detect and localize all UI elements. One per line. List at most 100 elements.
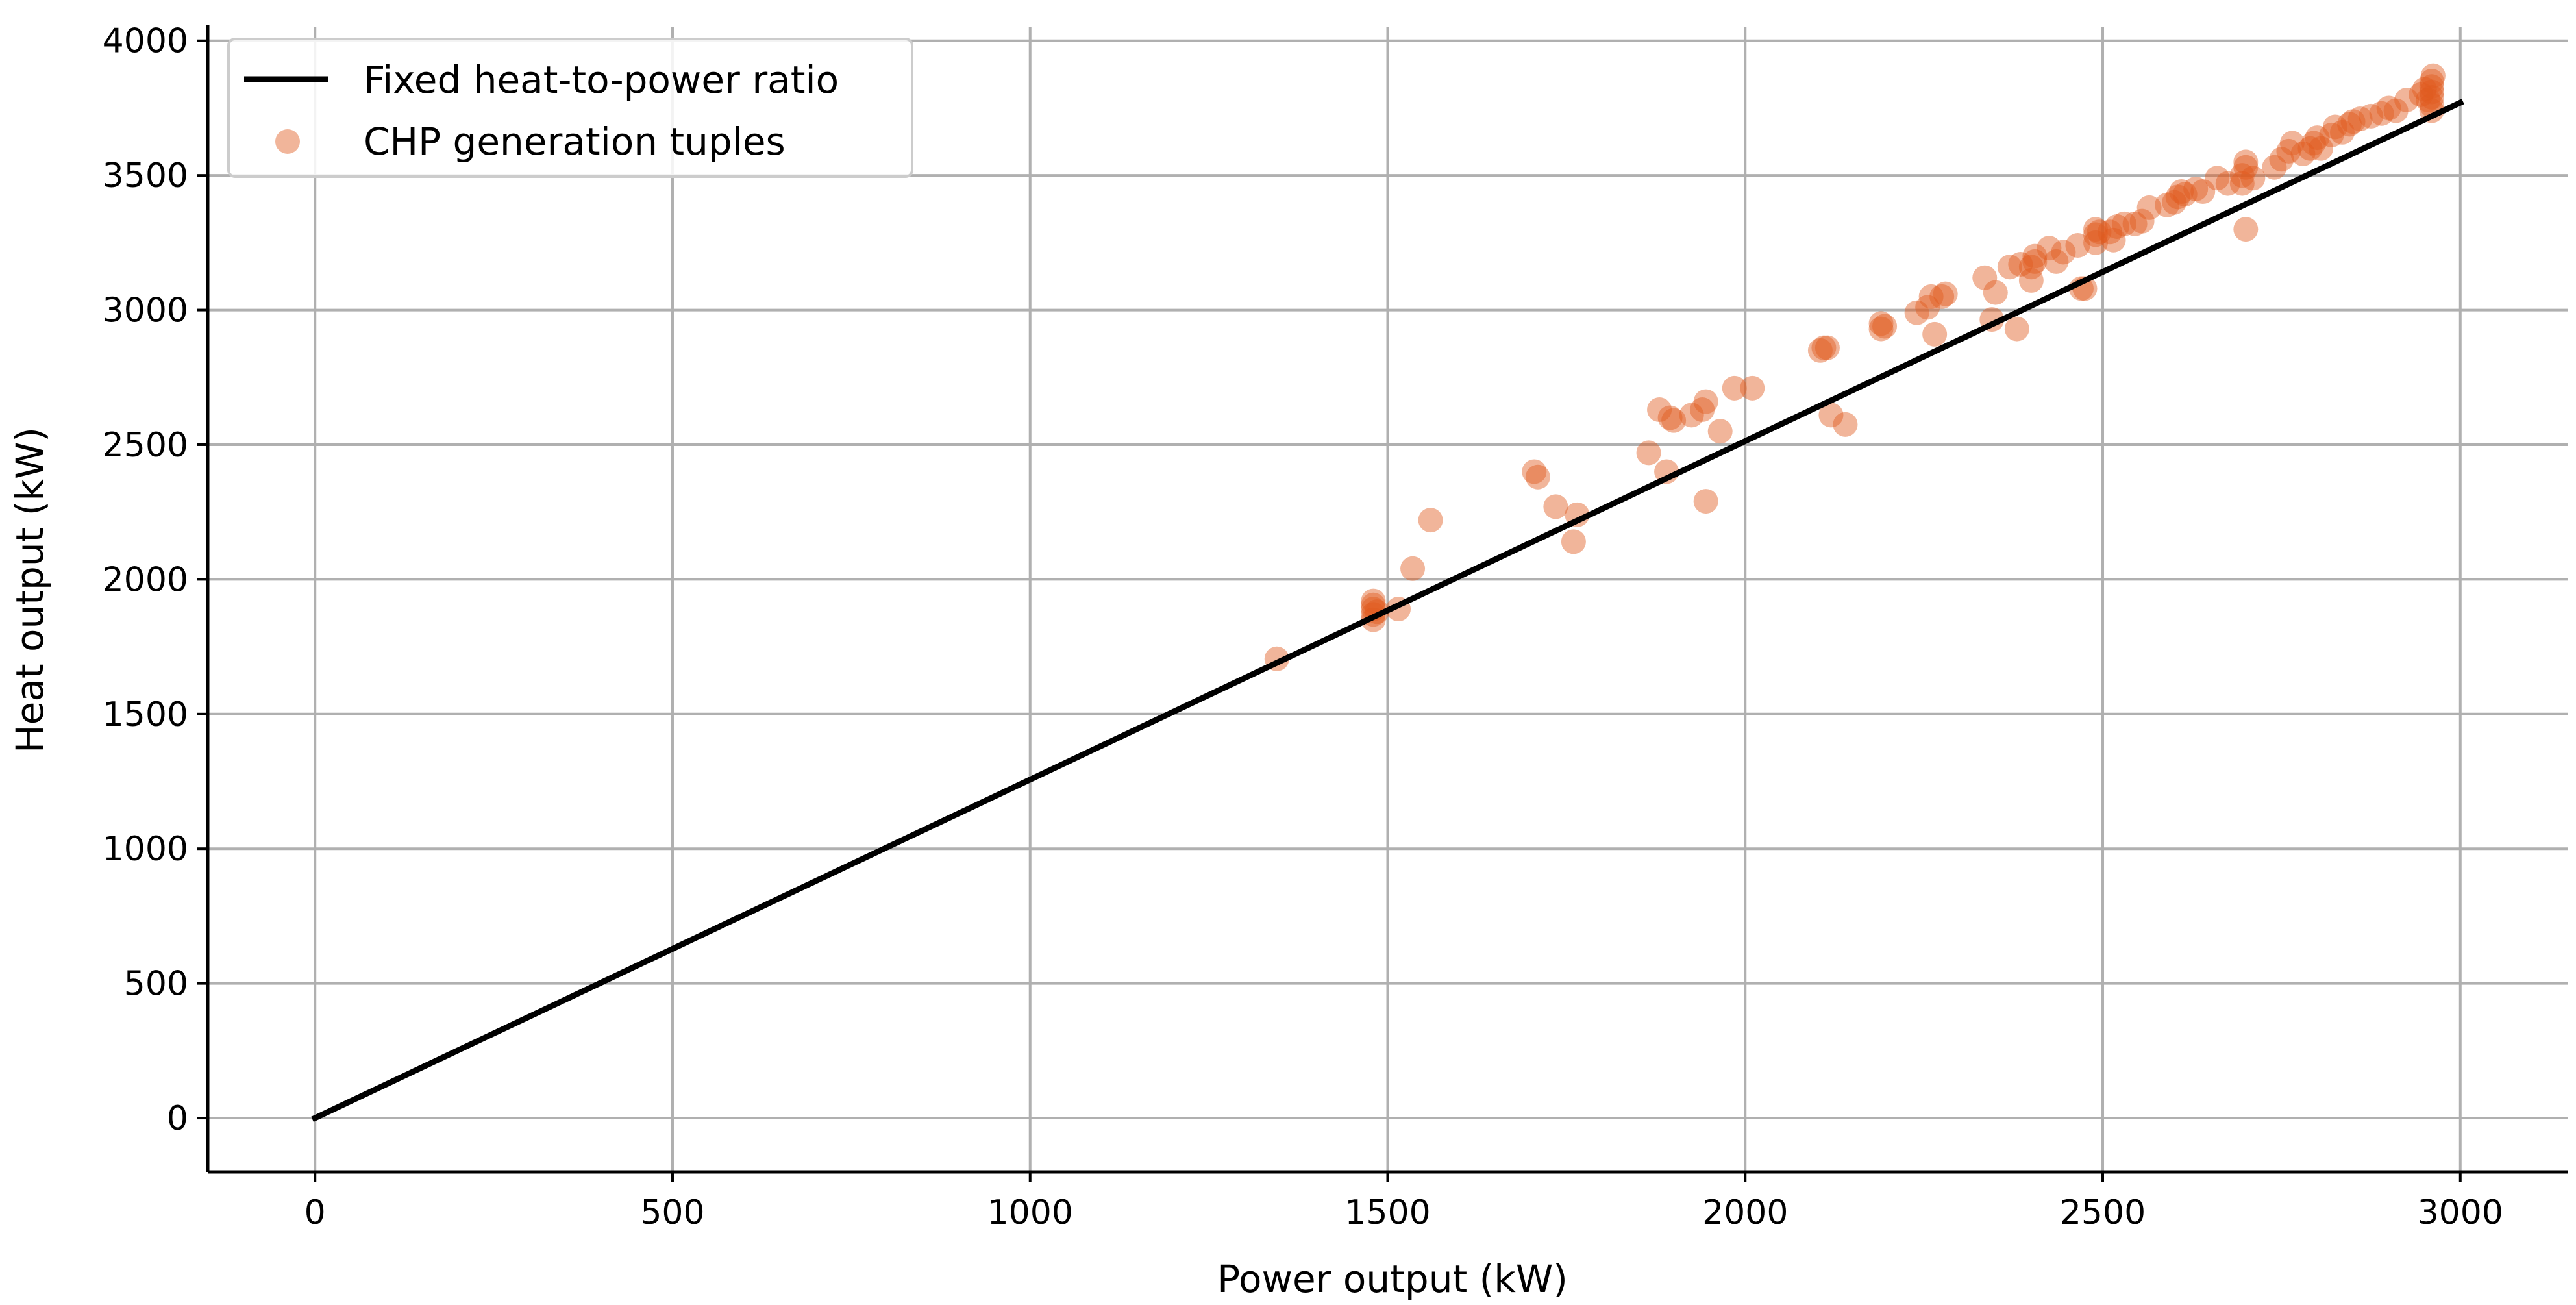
scatter-point — [1418, 508, 1443, 533]
scatter-point — [2233, 155, 2259, 180]
axes — [197, 25, 2568, 1182]
x-axis-title: Power output (kW) — [1217, 1257, 1568, 1301]
scatter-point — [1693, 489, 1718, 514]
scatter-point — [2229, 163, 2255, 188]
scatter-point — [2215, 171, 2240, 196]
x-tick-label: 0 — [304, 1193, 326, 1232]
scatter-point — [2190, 179, 2216, 205]
scatter-point — [1868, 316, 1894, 342]
scatter-point — [1722, 375, 1747, 401]
scatter-point — [1929, 284, 1955, 309]
scatter-point — [2416, 88, 2441, 113]
y-tick-label: 1500 — [103, 695, 188, 734]
y-tick-label: 3500 — [103, 156, 188, 195]
scatter-point — [1661, 408, 1687, 433]
legend: Fixed heat-to-power ratio CHP generation… — [227, 38, 913, 178]
scatter-point — [1972, 265, 1998, 290]
scatter-point — [2297, 136, 2323, 161]
scatter-point — [1868, 311, 1894, 336]
scatter-point — [2420, 63, 2446, 88]
scatter-point — [2305, 125, 2330, 151]
scatter-point — [2112, 211, 2137, 236]
scatter-point — [2022, 249, 2048, 274]
x-tick-label: 3000 — [2418, 1193, 2503, 1232]
y-tick-label: 3000 — [103, 292, 188, 330]
scatter-point — [1983, 280, 2008, 305]
scatter-point — [2044, 249, 2069, 274]
scatter-point — [2419, 79, 2444, 105]
scatter-point — [1636, 440, 1661, 466]
scatter-point — [2065, 233, 2090, 258]
scatter-point — [2165, 184, 2190, 210]
scatter-point — [2022, 243, 2048, 269]
line-series — [311, 99, 2464, 1123]
scatter-point — [2083, 217, 2108, 242]
scatter-point — [2155, 192, 2180, 218]
scatter-point — [2129, 208, 2155, 234]
scatter-point — [2419, 84, 2444, 110]
scatter-point — [1707, 419, 1733, 444]
scatter-point — [2394, 88, 2420, 113]
scatter-point — [2172, 182, 2198, 207]
scatter-point — [2308, 136, 2333, 161]
scatter-point — [1561, 529, 1586, 554]
scatter-point — [2419, 74, 2444, 99]
scatter-point — [2101, 227, 2126, 253]
y-tick-label: 500 — [124, 965, 188, 1004]
scatter-point — [2323, 114, 2348, 140]
legend-frame — [227, 38, 913, 178]
scatter-point — [2276, 138, 2301, 164]
scatter-point — [2301, 130, 2326, 156]
scatter-point — [1922, 321, 1948, 347]
scatter-point — [2262, 155, 2287, 180]
scatter-point — [1525, 464, 1550, 490]
scatter-point — [1933, 281, 1958, 306]
scatter-point — [2169, 179, 2194, 205]
scatter-point — [1807, 338, 1833, 363]
x-tick-label: 1500 — [1344, 1193, 1430, 1232]
tick-labels: 0 500 1000 1500 2000 2500 3000 0 500 1000 1500 2000… — [103, 22, 2503, 1232]
y-tick-label: 4000 — [103, 22, 188, 61]
scatter-point — [2183, 176, 2209, 201]
scatter-point — [2233, 149, 2259, 175]
scatter-point — [2330, 119, 2355, 145]
scatter-point — [1997, 255, 2022, 280]
scatter-point — [1543, 494, 1568, 519]
scatter-series — [1264, 63, 2446, 671]
scatter-point — [1740, 375, 1765, 401]
scatter-point — [2359, 103, 2384, 129]
scatter-point — [1872, 314, 1898, 339]
scatter-point — [2369, 101, 2394, 126]
scatter-point — [2018, 267, 2044, 293]
scatter-point — [2409, 82, 2434, 107]
y-tick-label: 2000 — [103, 560, 188, 599]
y-tick-label: 1000 — [103, 830, 188, 869]
scatter-point — [1400, 556, 1426, 581]
scatter-point — [2098, 219, 2123, 245]
scatter-point — [2383, 98, 2409, 123]
x-tick-label: 2000 — [1702, 1193, 1788, 1232]
scatter-point — [2037, 236, 2062, 261]
scatter-point — [1811, 335, 1837, 360]
scatter-point — [1814, 335, 1840, 360]
scatter-point — [2122, 211, 2148, 236]
legend-label-scatter: CHP generation tuples — [364, 119, 786, 164]
scatter-point — [2412, 77, 2437, 102]
scatter-point — [2376, 95, 2401, 121]
scatter-point — [2087, 219, 2112, 245]
scatter-point — [2083, 230, 2108, 255]
scatter-point — [2018, 255, 2044, 280]
scatter-point — [1818, 403, 1844, 428]
scatter-point — [1690, 397, 1715, 423]
scatter-point — [2319, 122, 2344, 147]
scatter-point — [1693, 389, 1718, 414]
scatter-point — [2083, 222, 2108, 247]
fixed-ratio-line — [311, 99, 2464, 1123]
legend-marker-swatch — [275, 129, 300, 154]
legend-label-line: Fixed heat-to-power ratio — [364, 58, 839, 102]
scatter-point — [2004, 316, 2029, 342]
scatter-point — [2419, 68, 2444, 93]
scatter-point — [1647, 397, 1672, 423]
scatter-point — [2136, 195, 2162, 220]
